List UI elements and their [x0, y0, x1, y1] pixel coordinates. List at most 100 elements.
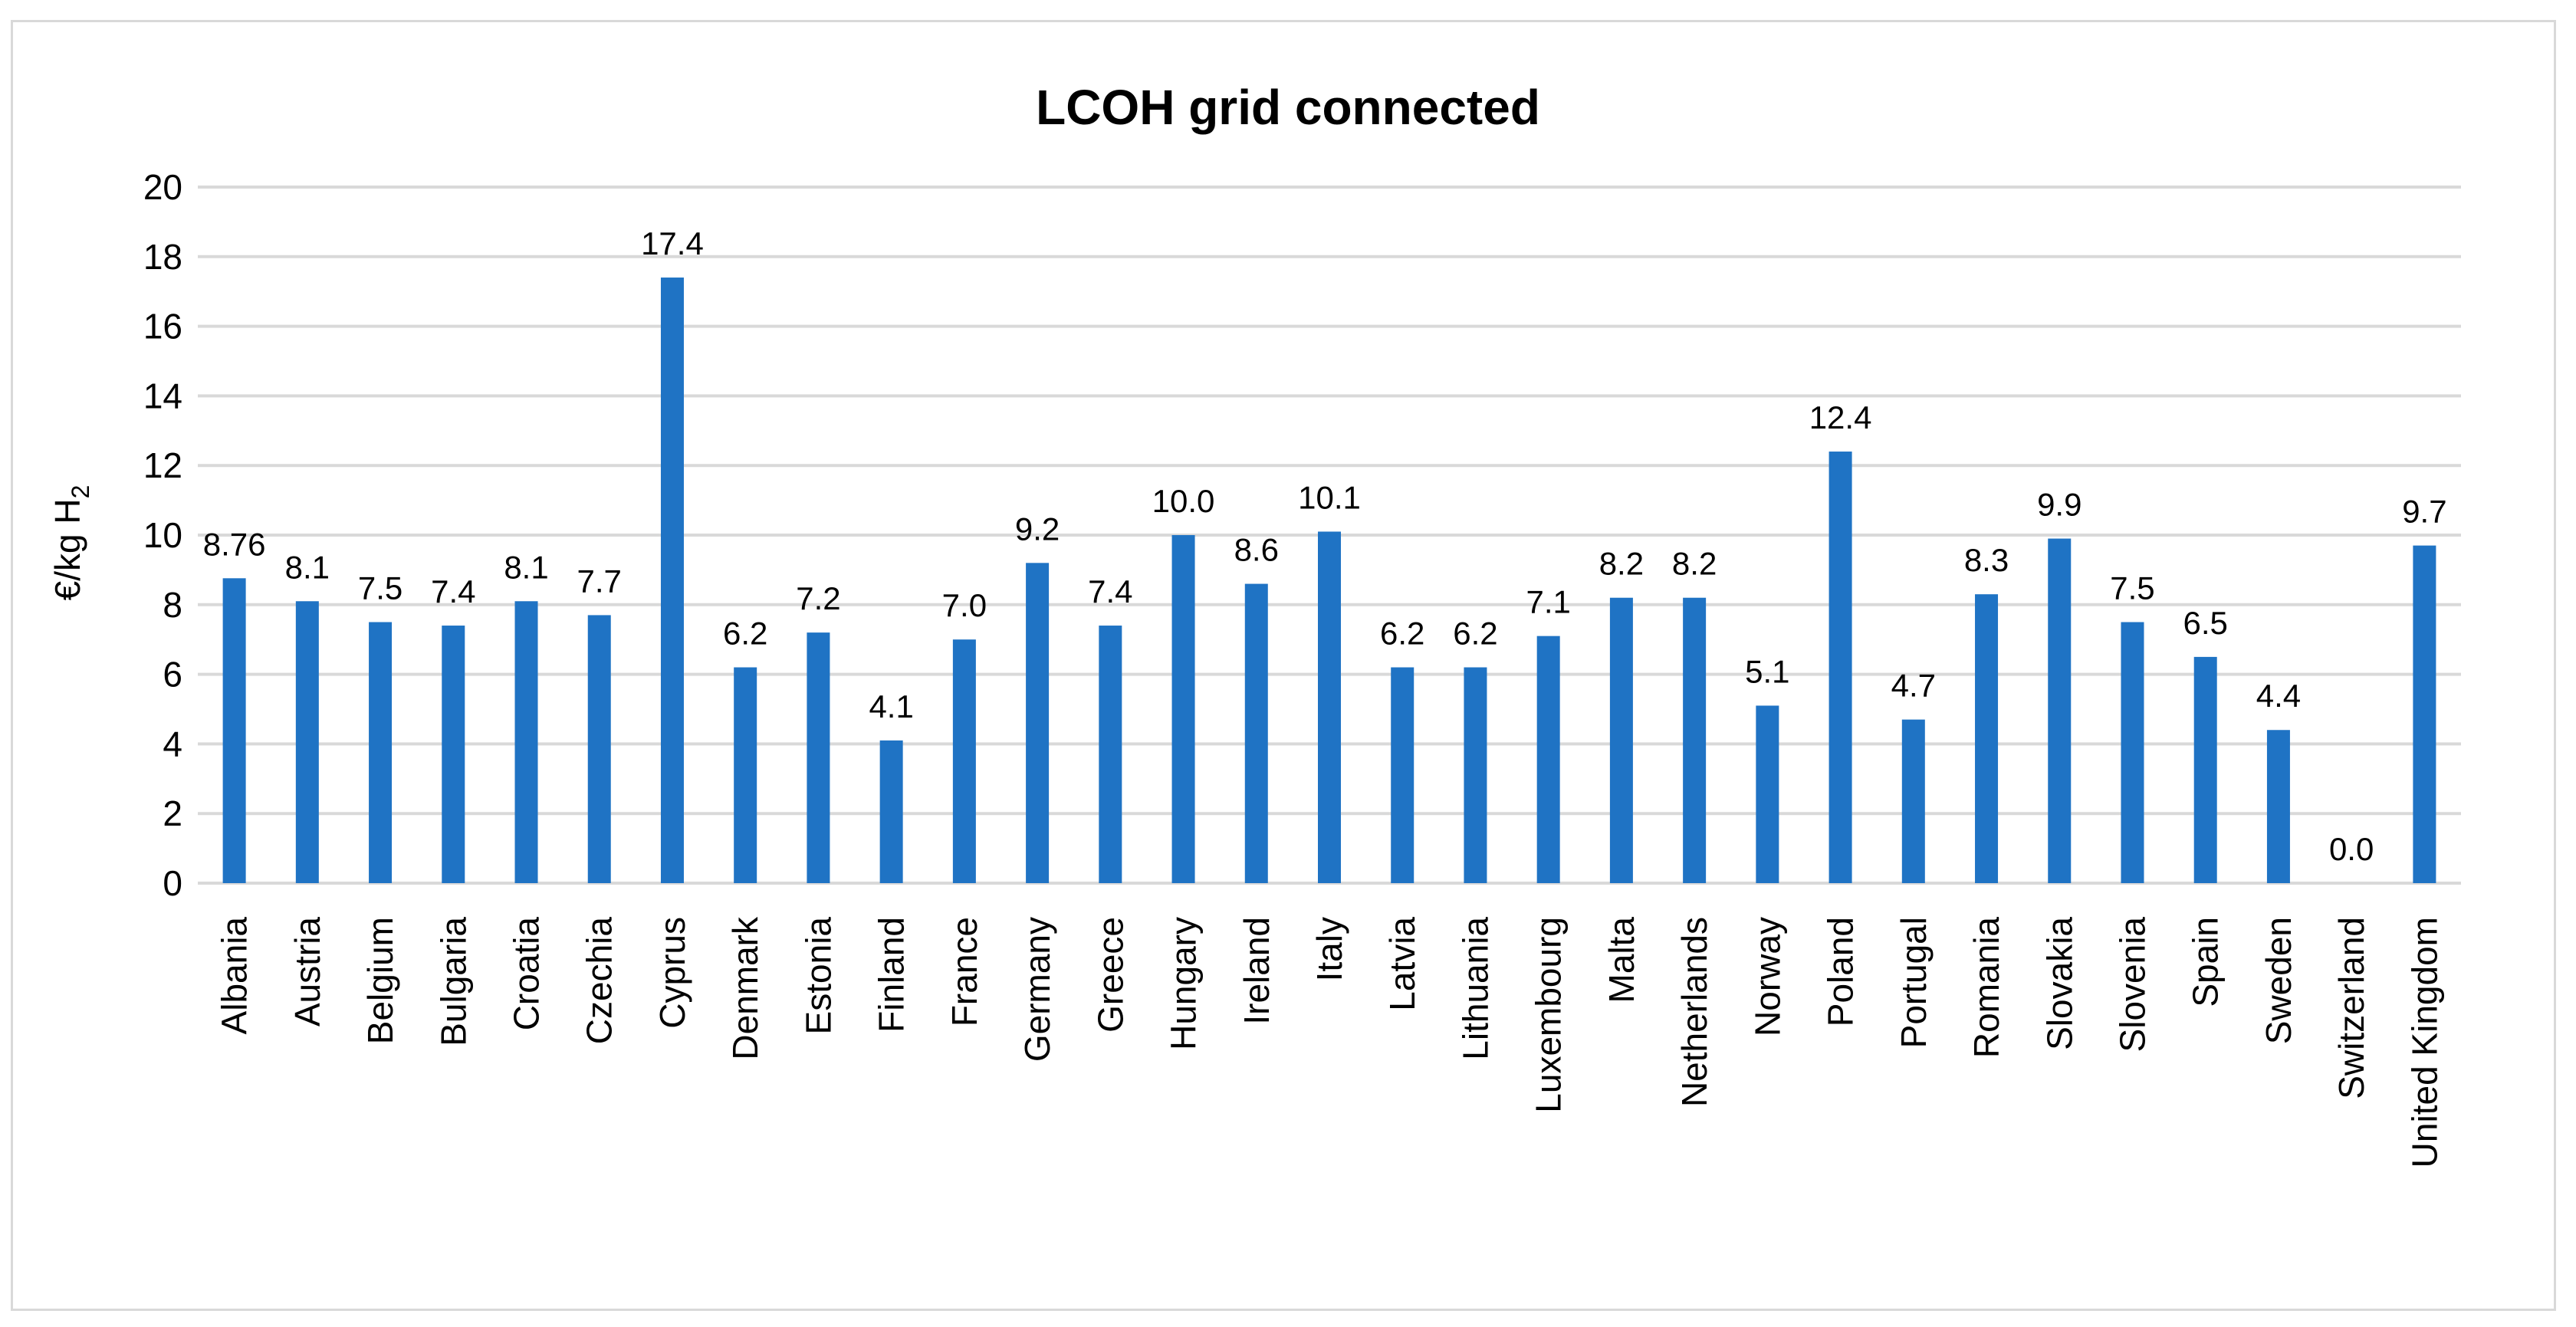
bar-austria — [295, 601, 319, 883]
y-tick-label: 0 — [163, 863, 182, 903]
bar-greece — [1099, 626, 1122, 883]
x-category-label: Belgium — [360, 917, 400, 1044]
data-label: 9.9 — [2037, 487, 2082, 523]
x-category-label: Italy — [1309, 917, 1349, 981]
x-category-label: Lithuania — [1455, 917, 1495, 1060]
y-tick-label: 10 — [143, 515, 182, 555]
y-tick-label: 6 — [163, 655, 182, 695]
bar-cyprus — [660, 278, 684, 883]
data-label: 8.3 — [1964, 542, 2009, 578]
data-label: 4.4 — [2256, 678, 2301, 714]
y-axis-label-text: €/kg H — [48, 498, 87, 600]
data-label: 7.0 — [942, 587, 987, 623]
bar-portugal — [1901, 719, 1925, 883]
data-label: 6.2 — [1380, 616, 1424, 652]
bar-sweden — [2266, 730, 2290, 883]
data-label: 0.0 — [2329, 831, 2374, 867]
data-label: 8.1 — [504, 549, 548, 585]
bar-luxembourg — [1536, 636, 1560, 883]
bar-netherlands — [1683, 597, 1707, 883]
data-label: 7.5 — [358, 570, 402, 606]
x-category-label: Ireland — [1237, 917, 1276, 1025]
y-axis-label-subscript: 2 — [67, 485, 94, 499]
data-label: 6.2 — [1453, 616, 1497, 652]
data-label: 5.1 — [1745, 653, 1789, 689]
bar-bulgaria — [442, 626, 465, 883]
x-category-label: Greece — [1090, 917, 1130, 1033]
x-category-label: Cyprus — [652, 917, 692, 1029]
bar-germany — [1026, 563, 1050, 883]
x-category-label: Malta — [1602, 917, 1641, 1003]
x-category-label: Slovakia — [2039, 917, 2079, 1050]
bar-poland — [1829, 452, 1852, 883]
bar-united-kingdom — [2413, 545, 2436, 883]
y-tick-label: 12 — [143, 445, 182, 485]
x-category-label: Sweden — [2259, 917, 2298, 1044]
gridlines — [198, 186, 2461, 885]
y-tick-label: 8 — [163, 585, 182, 625]
bar-malta — [1609, 597, 1633, 883]
data-label: 8.2 — [1672, 546, 1717, 582]
bar-france — [952, 639, 976, 883]
bar-norway — [1756, 705, 1779, 883]
data-label: 7.7 — [577, 563, 622, 599]
x-category-label: Croatia — [507, 917, 547, 1031]
x-category-label: United Kingdom — [2404, 917, 2444, 1168]
x-category-label: France — [945, 917, 984, 1026]
data-label: 4.1 — [869, 688, 913, 724]
chart-title: LCOH grid connected — [1036, 80, 1540, 135]
x-category-label: Finland — [872, 917, 912, 1033]
x-category-label: Netherlands — [1674, 917, 1714, 1107]
data-label: 10.1 — [1298, 479, 1361, 515]
y-tick-label: 16 — [143, 307, 182, 347]
bars — [222, 278, 2436, 883]
data-label: 7.5 — [2110, 570, 2154, 606]
bar-italy — [1318, 531, 1341, 883]
x-category-label: Poland — [1821, 917, 1861, 1026]
x-category-label: Denmark — [725, 916, 765, 1060]
data-label: 8.2 — [1599, 546, 1644, 582]
bar-czechia — [587, 615, 611, 883]
y-tick-label: 4 — [163, 724, 182, 764]
x-category-label: Slovenia — [2112, 917, 2152, 1053]
data-label: 6.5 — [2183, 605, 2228, 641]
bar-belgium — [369, 622, 393, 883]
data-label: 9.2 — [1015, 511, 1060, 547]
y-tick-label: 2 — [163, 793, 182, 833]
x-category-label: Germany — [1017, 917, 1057, 1062]
x-category-label: Czechia — [580, 917, 619, 1045]
x-category-label: Spain — [2186, 917, 2226, 1007]
data-label: 9.7 — [2402, 494, 2446, 530]
bar-lithuania — [1464, 667, 1487, 883]
data-label: 4.7 — [1891, 668, 1936, 704]
x-category-label: Albania — [215, 917, 255, 1035]
data-label: 17.4 — [641, 225, 704, 261]
data-label: 7.1 — [1526, 584, 1570, 620]
x-category-label: Romania — [1967, 917, 2006, 1059]
x-category-label: Portugal — [1894, 917, 1934, 1048]
bar-hungary — [1171, 535, 1195, 883]
bar-denmark — [734, 667, 757, 883]
data-label: 8.6 — [1234, 532, 1279, 568]
bar-slovakia — [2048, 538, 2072, 883]
data-label: 10.0 — [1152, 483, 1215, 519]
y-tick-label: 18 — [143, 237, 182, 277]
x-category-label: Bulgaria — [433, 917, 473, 1046]
bar-albania — [222, 578, 246, 883]
bar-croatia — [514, 601, 538, 883]
x-category-label: Latvia — [1382, 917, 1422, 1011]
y-axis-ticks: 0 2 4 6 8 10 12 14 16 18 20 — [143, 167, 182, 903]
y-axis-label: €/kg H2 — [48, 485, 94, 601]
x-axis-categories: Albania Austria Belgium Bulgaria Croatia Czec… — [215, 916, 2445, 1168]
data-label: 7.2 — [796, 580, 840, 616]
bar-spain — [2193, 656, 2217, 883]
data-label: 7.4 — [431, 573, 475, 609]
y-tick-label: 14 — [143, 376, 182, 416]
data-label: 8.76 — [203, 526, 266, 562]
x-category-label: Norway — [1747, 917, 1787, 1036]
data-label: 6.2 — [723, 616, 767, 652]
x-category-label: Luxembourg — [1529, 917, 1569, 1113]
bar-latvia — [1391, 667, 1414, 883]
data-label: 12.4 — [1809, 399, 1872, 435]
